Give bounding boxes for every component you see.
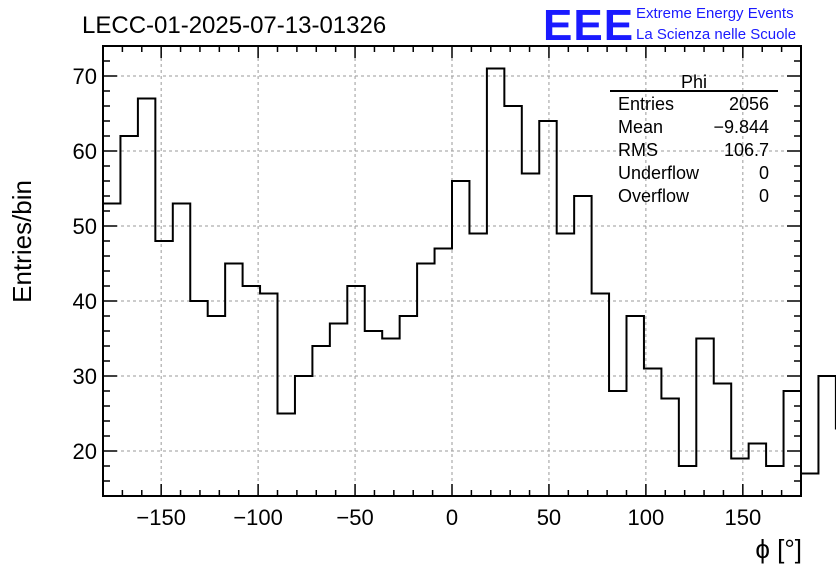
- y-tick-label: 40: [73, 289, 97, 314]
- stats-value-rms: 106.7: [724, 140, 769, 160]
- x-tick-label: −50: [336, 505, 373, 530]
- y-tick-labels: 20 30 40 50 60 70: [73, 64, 97, 464]
- stats-label-mean: Mean: [618, 117, 663, 137]
- x-tick-labels: −150 −100 −50 0 50 100 150: [136, 505, 761, 530]
- stats-title: Phi: [681, 72, 707, 92]
- x-tick-label: −100: [233, 505, 283, 530]
- stats-box: Phi Entries 2056 Mean −9.844 RMS 106.7 U…: [610, 72, 778, 206]
- stats-label-entries: Entries: [618, 94, 674, 114]
- x-tick-label: 0: [446, 505, 458, 530]
- stats-value-overflow: 0: [759, 186, 769, 206]
- y-tick-label: 70: [73, 64, 97, 89]
- chart-title: LECC-01-2025-07-13-01326: [82, 12, 386, 39]
- y-tick-label: 60: [73, 139, 97, 164]
- y-tick-label: 20: [73, 439, 97, 464]
- y-tick-label: 50: [73, 214, 97, 239]
- stats-label-rms: RMS: [618, 140, 658, 160]
- logo-line-1: Extreme Energy Events: [636, 5, 794, 22]
- x-tick-label: 150: [724, 505, 761, 530]
- stats-value-mean: −9.844: [713, 117, 769, 137]
- x-axis-label: ϕ [°]: [755, 534, 802, 564]
- logo-line-2: La Scienza nelle Scuole: [636, 26, 796, 43]
- y-axis-label: Entries/bin: [7, 180, 37, 303]
- stats-value-underflow: 0: [759, 163, 769, 183]
- grid-lines: [103, 46, 801, 496]
- x-tick-label: −150: [136, 505, 186, 530]
- stats-label-overflow: Overflow: [618, 186, 690, 206]
- stats-label-underflow: Underflow: [618, 163, 700, 183]
- histogram-line: [103, 67, 836, 475]
- axis-ticks: [102, 45, 802, 496]
- eee-logo-mark: EEE: [543, 1, 634, 50]
- x-tick-label: 100: [628, 505, 665, 530]
- eee-logo: EEE Extreme Energy Events La Scienza nel…: [543, 1, 796, 50]
- y-tick-label: 30: [73, 364, 97, 389]
- x-tick-label: 50: [537, 505, 561, 530]
- stats-value-entries: 2056: [729, 94, 769, 114]
